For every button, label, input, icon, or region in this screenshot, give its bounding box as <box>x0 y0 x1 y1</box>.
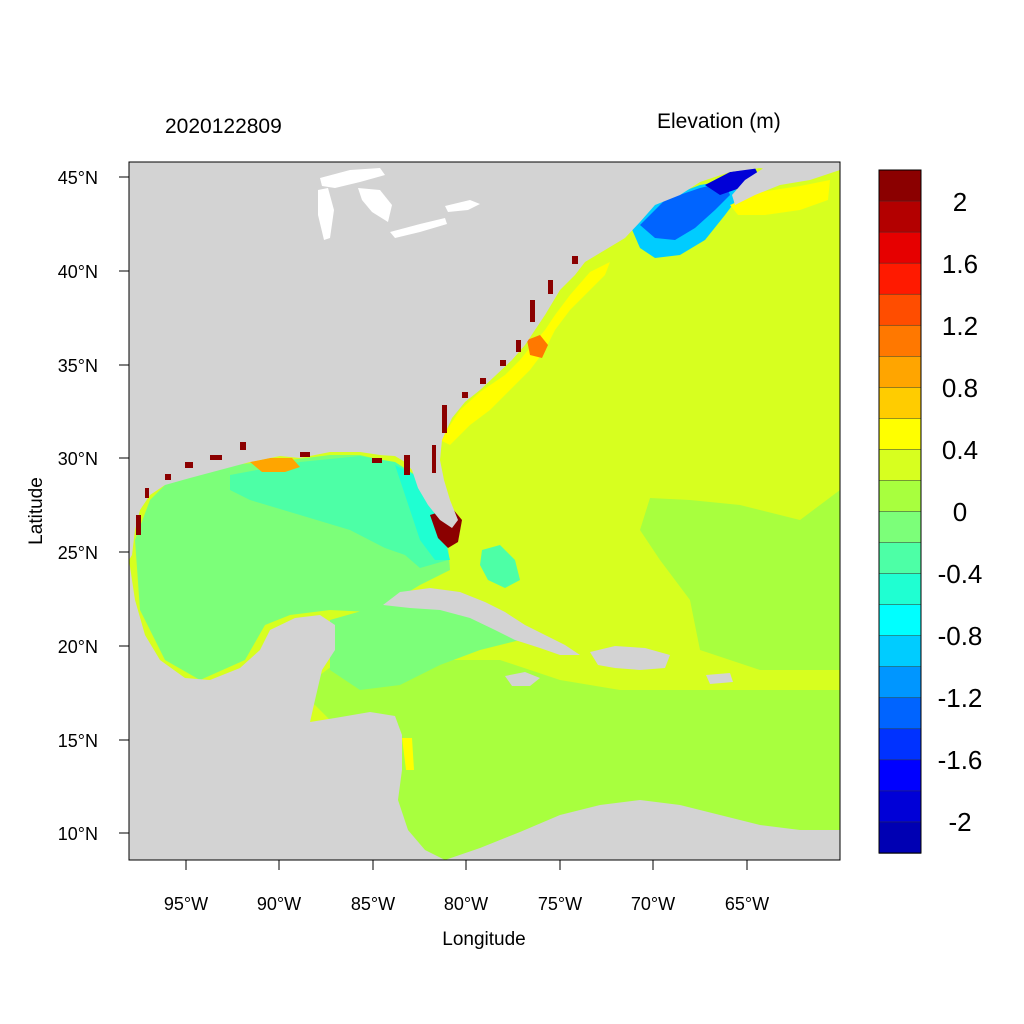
south-america-land <box>445 800 840 860</box>
ocean-region-east <box>640 490 840 670</box>
colorbar-swatch <box>878 697 922 730</box>
colorbar-frame <box>878 169 922 854</box>
x-tick-label: 75°W <box>538 894 582 914</box>
y-tick-label: 35°N <box>58 356 98 376</box>
colorbar-swatch <box>878 790 922 823</box>
ocean-region-caribbean <box>300 660 840 860</box>
colorbar-label: 2 <box>953 187 967 217</box>
puerto-rico-land <box>706 673 733 684</box>
colorbar-swatch <box>878 604 922 637</box>
colorbar-label: 1.2 <box>942 311 978 341</box>
x-tick-label: 70°W <box>631 894 675 914</box>
colorbar-swatch <box>878 635 922 668</box>
y-tick-label: 45°N <box>58 168 98 188</box>
northwest-caribbean <box>330 600 520 690</box>
gulf-shelf-band <box>230 456 448 568</box>
colorbar-swatch <box>878 418 922 451</box>
mid-atlantic-coastal-band <box>440 262 610 445</box>
maritimes-land <box>732 162 840 205</box>
x-tick-labels: 95°W 90°W 85°W 80°W 75°W 70°W 65°W <box>164 894 769 914</box>
nicaragua-coast-anomaly <box>402 738 414 770</box>
x-axis-title: Longitude <box>442 929 525 950</box>
x-tick-label: 85°W <box>351 894 395 914</box>
x-tick-label: 65°W <box>725 894 769 914</box>
colorbar-swatch <box>878 449 922 482</box>
colorbar-swatch <box>878 231 922 264</box>
y-tick-label: 10°N <box>58 824 98 844</box>
colorbar-swatch <box>878 200 922 233</box>
y-tick-label: 15°N <box>58 731 98 751</box>
colorbar-swatch <box>878 387 922 420</box>
colorbar-label: 1.6 <box>942 249 978 279</box>
cuba-land <box>383 588 580 655</box>
gulf-of-maine-deep <box>705 168 760 195</box>
colorbar-swatch <box>878 728 922 761</box>
y-tick-label: 25°N <box>58 543 98 563</box>
scotian-shelf <box>730 180 830 215</box>
y-tick-label: 40°N <box>58 262 98 282</box>
map-plot-area <box>129 162 840 860</box>
florida-west-shelf <box>395 465 450 560</box>
colorbar-label: -0.4 <box>938 559 983 589</box>
colorbar-swatch <box>878 356 922 389</box>
lake-superior <box>320 168 385 188</box>
map-variable-title: Elevation (m) <box>657 110 781 133</box>
hatteras-anomaly <box>527 335 548 358</box>
y-axis-title: Latitude <box>26 477 47 545</box>
gulf-of-maine-core <box>640 182 730 240</box>
lake-ontario <box>445 200 480 212</box>
colorbar-labels: 2 1.6 1.2 0.8 0.4 0 -0.4 -0.8 -1.2 -1.6 … <box>938 187 983 837</box>
y-axis <box>119 176 129 834</box>
lake-erie <box>390 218 447 238</box>
colorbar-swatch <box>878 511 922 544</box>
x-axis <box>185 860 748 870</box>
louisiana-coast-anomaly <box>250 458 300 472</box>
colorbar <box>878 169 922 854</box>
jamaica-land <box>505 672 540 686</box>
colorbar-swatch <box>878 293 922 326</box>
colorbar-swatch <box>878 759 922 792</box>
colorbar-swatch <box>878 573 922 606</box>
colorbar-label: -2 <box>948 807 971 837</box>
x-tick-label: 90°W <box>257 894 301 914</box>
map-frame <box>128 161 841 861</box>
colorbar-swatch <box>878 324 922 358</box>
x-tick-label: 95°W <box>164 894 208 914</box>
colorbar-swatch <box>878 821 922 854</box>
x-tick-label: 80°W <box>444 894 488 914</box>
colorbar-swatch <box>878 262 922 295</box>
colorbar-swatch <box>878 169 922 202</box>
colorbar-swatch <box>878 480 922 513</box>
lake-huron <box>358 188 392 222</box>
y-tick-label: 30°N <box>58 449 98 469</box>
bahamas-bank <box>480 545 520 588</box>
hispaniola-land <box>590 646 670 670</box>
colorbar-label: -1.2 <box>938 683 983 713</box>
map-timestamp: 2020122809 <box>165 115 282 138</box>
colorbar-label: 0 <box>953 497 967 527</box>
colorbar-swatch <box>878 542 922 575</box>
north-america-land <box>129 162 840 560</box>
y-tick-label: 20°N <box>58 637 98 657</box>
lake-michigan <box>318 188 334 240</box>
colorbar-label: 0.4 <box>942 435 978 465</box>
colorbar-label: -0.8 <box>938 621 983 651</box>
mexico-central-america-land <box>129 560 445 860</box>
coastal-inundation-marks <box>136 256 578 535</box>
colorbar-swatch <box>878 666 922 699</box>
y-tick-labels: 45°N 40°N 35°N 30°N 25°N 20°N 15°N 10°N <box>58 168 98 844</box>
colorbar-label: -1.6 <box>938 745 983 775</box>
colorbar-label: 0.8 <box>942 373 978 403</box>
